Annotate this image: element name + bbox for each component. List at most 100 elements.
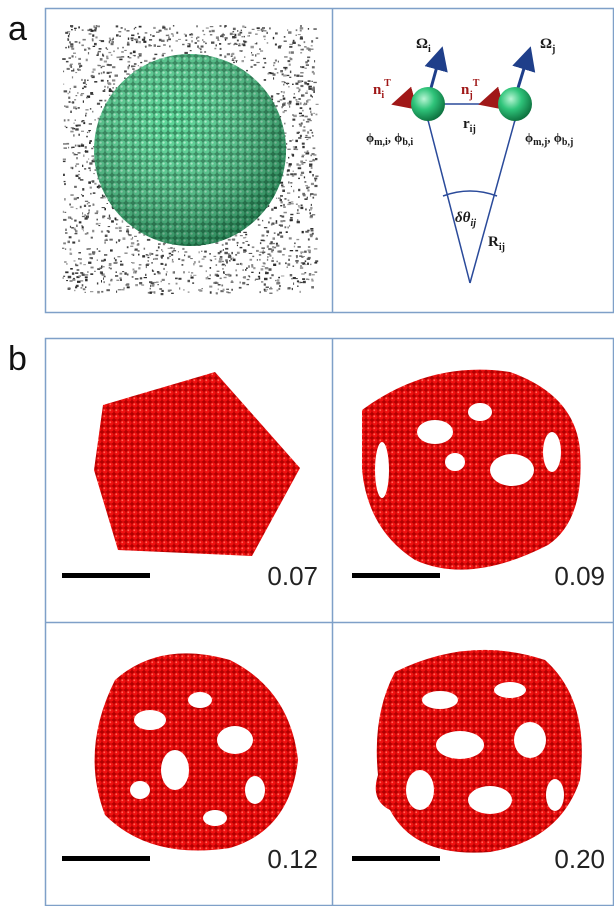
speckle-dot [300,125,302,127]
speckle-dot [237,245,238,246]
speckle-dot [296,149,299,150]
speckle-dot [146,254,148,255]
speckle-dot [237,30,238,31]
speckle-dot [131,242,134,244]
speckle-dot [303,119,305,120]
speckle-dot [94,183,96,185]
speckle-dot [89,29,92,31]
speckle-dot [292,125,294,127]
speckle-dot [289,163,292,165]
speckle-dot [76,225,77,227]
speckle-dot [235,269,237,271]
speckle-dot [203,41,205,43]
speckle-dot [246,70,248,71]
speckle-dot [171,254,173,256]
speckle-dot [273,243,275,244]
speckle-dot [83,230,84,231]
speckle-dot [257,53,260,54]
speckle-dot [298,34,301,35]
speckle-dot [152,270,153,272]
speckle-dot [198,261,200,263]
scale-bar [352,856,440,861]
speckle-dot [269,27,270,29]
speckle-dot [124,78,125,79]
speckle-dot [85,201,88,202]
speckle-dot [66,106,69,108]
speckle-dot [300,207,303,209]
speckle-dot [68,147,69,149]
speckle-dot [236,274,238,276]
speckle-dot [70,131,73,133]
speckle-dot [178,39,181,40]
speckle-dot [242,242,244,244]
speckle-dot [227,53,230,55]
speckle-dot [307,263,309,265]
speckle-dot [72,76,73,78]
speckle-dot [138,250,140,252]
speckle-dot [262,266,265,267]
speckle-dot [242,282,245,285]
speckle-dot [87,132,88,133]
pore [217,726,253,754]
speckle-dot [215,258,217,259]
phi-label: ϕm,j, ϕb,j [525,130,573,148]
speckle-dot [76,175,79,177]
omega-label: Ωj [540,36,555,55]
speckle-dot [249,253,253,254]
speckle-dot [131,35,134,37]
speckle-dot [311,230,314,232]
speckle-dot [132,276,134,277]
speckle-dot [302,110,303,112]
speckle-dot [100,197,103,199]
speckle-dot [309,273,311,274]
speckle-dot [92,39,94,41]
speckle-dot [154,58,156,60]
speckle-dot [88,159,89,160]
speckle-dot [192,282,194,283]
speckle-dot [284,56,288,57]
speckle-dot [85,146,87,149]
speckle-dot [90,94,93,95]
speckle-dot [306,103,308,105]
speckle-dot [88,48,90,49]
speckle-dot [284,212,287,214]
speckle-dot [110,249,113,251]
schematic: Ωi Ωj niT njT rij ϕm,i, ϕb,i ϕm,j, ϕb,j … [366,36,573,283]
speckle-dot [62,58,65,60]
speckle-dot [223,249,224,251]
speckle-dot [196,25,198,27]
speckle-dot [272,258,274,259]
speckle-dot [120,279,122,281]
speckle-dot [262,235,265,237]
speckle-dot [109,64,112,66]
speckle-dot [78,134,80,136]
pore [130,781,150,799]
speckle-dot [283,67,285,69]
speckle-dot [83,39,86,41]
sphere-shading [94,54,286,246]
speckle-dot [90,257,93,259]
speckle-dot [283,248,286,250]
speckle-dot [68,119,70,121]
speckle-dot [183,271,185,273]
speckle-dot [234,43,236,45]
speckle-dot [237,242,239,244]
speckle-dot [311,114,313,116]
speckle-dot [307,83,309,85]
speckle-dot [64,181,66,182]
distance-label: rij [463,116,476,135]
speckle-dot [105,86,106,88]
speckle-dot [281,186,284,187]
speckle-dot [300,107,303,109]
speckle-dot [306,139,308,140]
speckle-dot [155,258,159,260]
speckle-dot [119,230,122,232]
speckle-dot [173,250,176,251]
speckle-dot [153,259,154,260]
speckle-dot [85,276,88,278]
speckle-dot [259,272,260,274]
speckle-dot [231,289,233,291]
speckle-dot [165,28,168,30]
speckle-dot [227,274,229,275]
speckle-dot [119,36,121,37]
